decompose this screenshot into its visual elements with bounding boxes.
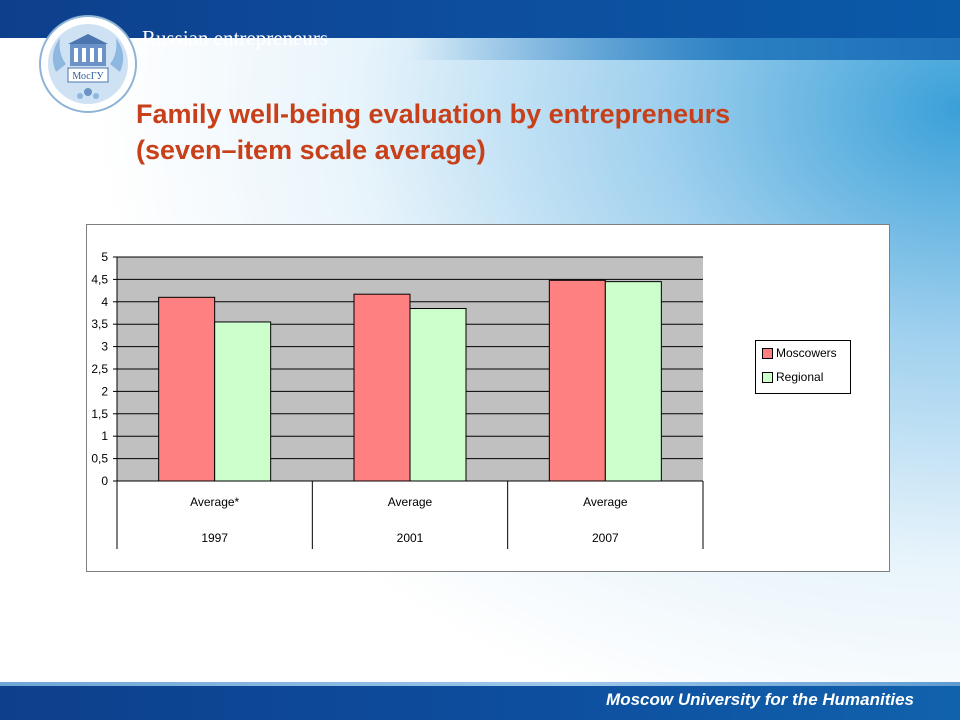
x-year-label: 2007 bbox=[592, 531, 619, 545]
y-tick-label: 2 bbox=[101, 384, 108, 398]
legend-label-moscowers: Moscowers bbox=[776, 346, 837, 360]
y-tick-label: 0,5 bbox=[91, 452, 108, 466]
chart-legend: Moscowers Regional bbox=[755, 340, 851, 394]
bar-moscowers bbox=[353, 293, 411, 482]
bar-regional bbox=[604, 281, 662, 482]
bar-regional bbox=[409, 308, 467, 482]
top-banner bbox=[0, 0, 960, 38]
chart-frame: 0 0,5 1 1,5 2 2,5 3 3,5 4 4,5 5 Average* 1997 Average… bbox=[86, 224, 890, 572]
top-banner-accent bbox=[410, 38, 960, 60]
bar-moscowers bbox=[548, 279, 606, 482]
legend-label-regional: Regional bbox=[776, 370, 824, 384]
header-label: Russian entrepreneurs bbox=[142, 26, 329, 50]
y-tick-label: 3 bbox=[101, 340, 108, 354]
x-year-label: 2001 bbox=[397, 531, 424, 545]
footer-stripe bbox=[0, 682, 960, 686]
y-tick-label: 4 bbox=[101, 295, 108, 309]
legend-item-regional: Regional bbox=[762, 370, 823, 386]
x-category-label: Average bbox=[583, 495, 628, 509]
slide-title-line2: (seven–item scale average) bbox=[136, 135, 486, 165]
y-tick-label: 5 bbox=[101, 250, 108, 264]
footer-text: Moscow University for the Humanities bbox=[606, 690, 914, 709]
slide-title-line1: Family well-being evaluation by entrepre… bbox=[136, 99, 731, 129]
x-category-label: Average bbox=[388, 495, 433, 509]
y-tick-label: 2,5 bbox=[91, 362, 108, 376]
y-tick-label: 4,5 bbox=[91, 272, 108, 286]
bar-regional bbox=[214, 321, 272, 482]
x-category-label: Average* bbox=[190, 495, 239, 509]
slide-title: Family well-being evaluation by entrepre… bbox=[136, 96, 896, 168]
y-tick-label: 0 bbox=[101, 474, 108, 488]
legend-swatch-moscowers bbox=[762, 348, 773, 360]
footer-banner bbox=[0, 686, 960, 720]
y-tick-label: 1 bbox=[101, 429, 108, 443]
y-tick-label: 1,5 bbox=[91, 407, 108, 421]
x-year-label: 1997 bbox=[201, 531, 228, 545]
legend-swatch-regional bbox=[762, 372, 773, 384]
y-tick-label: 3,5 bbox=[91, 317, 108, 331]
bar-moscowers bbox=[158, 296, 216, 482]
university-crest-icon: МосГУ bbox=[39, 15, 137, 113]
bar-chart: 0 0,5 1 1,5 2 2,5 3 3,5 4 4,5 5 Average* 1997 Average… bbox=[91, 250, 704, 549]
legend-item-moscowers: Moscowers bbox=[762, 346, 837, 362]
logo-text: МосГУ bbox=[72, 71, 104, 82]
